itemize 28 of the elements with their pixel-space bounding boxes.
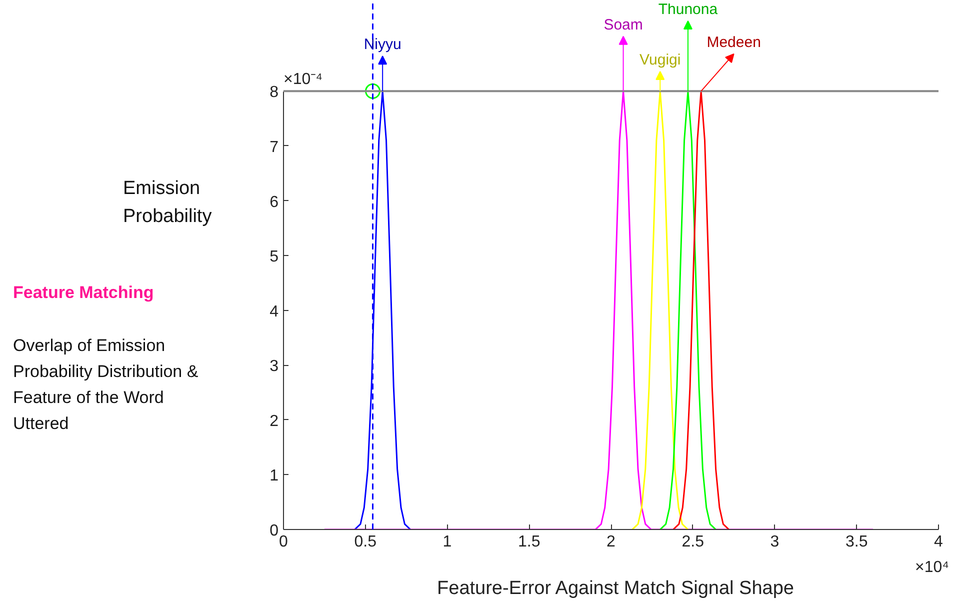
y-tick-label: 4 xyxy=(270,303,279,320)
x-tick-label: 3.5 xyxy=(846,534,868,550)
text: Medeen xyxy=(706,34,761,51)
text: Feature Matching xyxy=(13,282,155,304)
text: ×10⁴ xyxy=(914,558,949,578)
y-tick-label: 8 xyxy=(270,84,279,102)
y-tick-label: 6 xyxy=(270,194,279,211)
x-tick-label: 2 xyxy=(606,534,616,550)
y-tick-label: 5 xyxy=(270,248,279,266)
y-axis-title: Emission Probability xyxy=(123,177,213,229)
text: Vugigi xyxy=(640,51,681,68)
x-axis-title: Feature-Error Against Match Signal Shape xyxy=(436,577,795,601)
x-tick-label: 1 xyxy=(442,534,452,550)
x-tick-label: 1.5 xyxy=(518,534,540,550)
y-tick-label: 2 xyxy=(270,412,279,430)
y-tick-label: 7 xyxy=(270,138,279,156)
y-tick-label: 0 xyxy=(270,522,279,540)
x-tick-label: 0.5 xyxy=(354,534,377,550)
y-tick-label: 3 xyxy=(270,358,279,376)
x-tick-label: 2.5 xyxy=(682,534,704,550)
text: Soam xyxy=(604,16,643,34)
text: Niyyu xyxy=(364,36,402,54)
x-tick-label: 3 xyxy=(770,534,780,550)
text: Overlap of Emission Probability Distribution & Feature of the Word Uttered xyxy=(13,335,200,436)
x-tick-label: 4 xyxy=(934,534,944,550)
text: Thunona xyxy=(658,1,718,18)
text: ×10⁻⁴ xyxy=(284,71,323,88)
y-tick-label: 1 xyxy=(270,468,279,485)
